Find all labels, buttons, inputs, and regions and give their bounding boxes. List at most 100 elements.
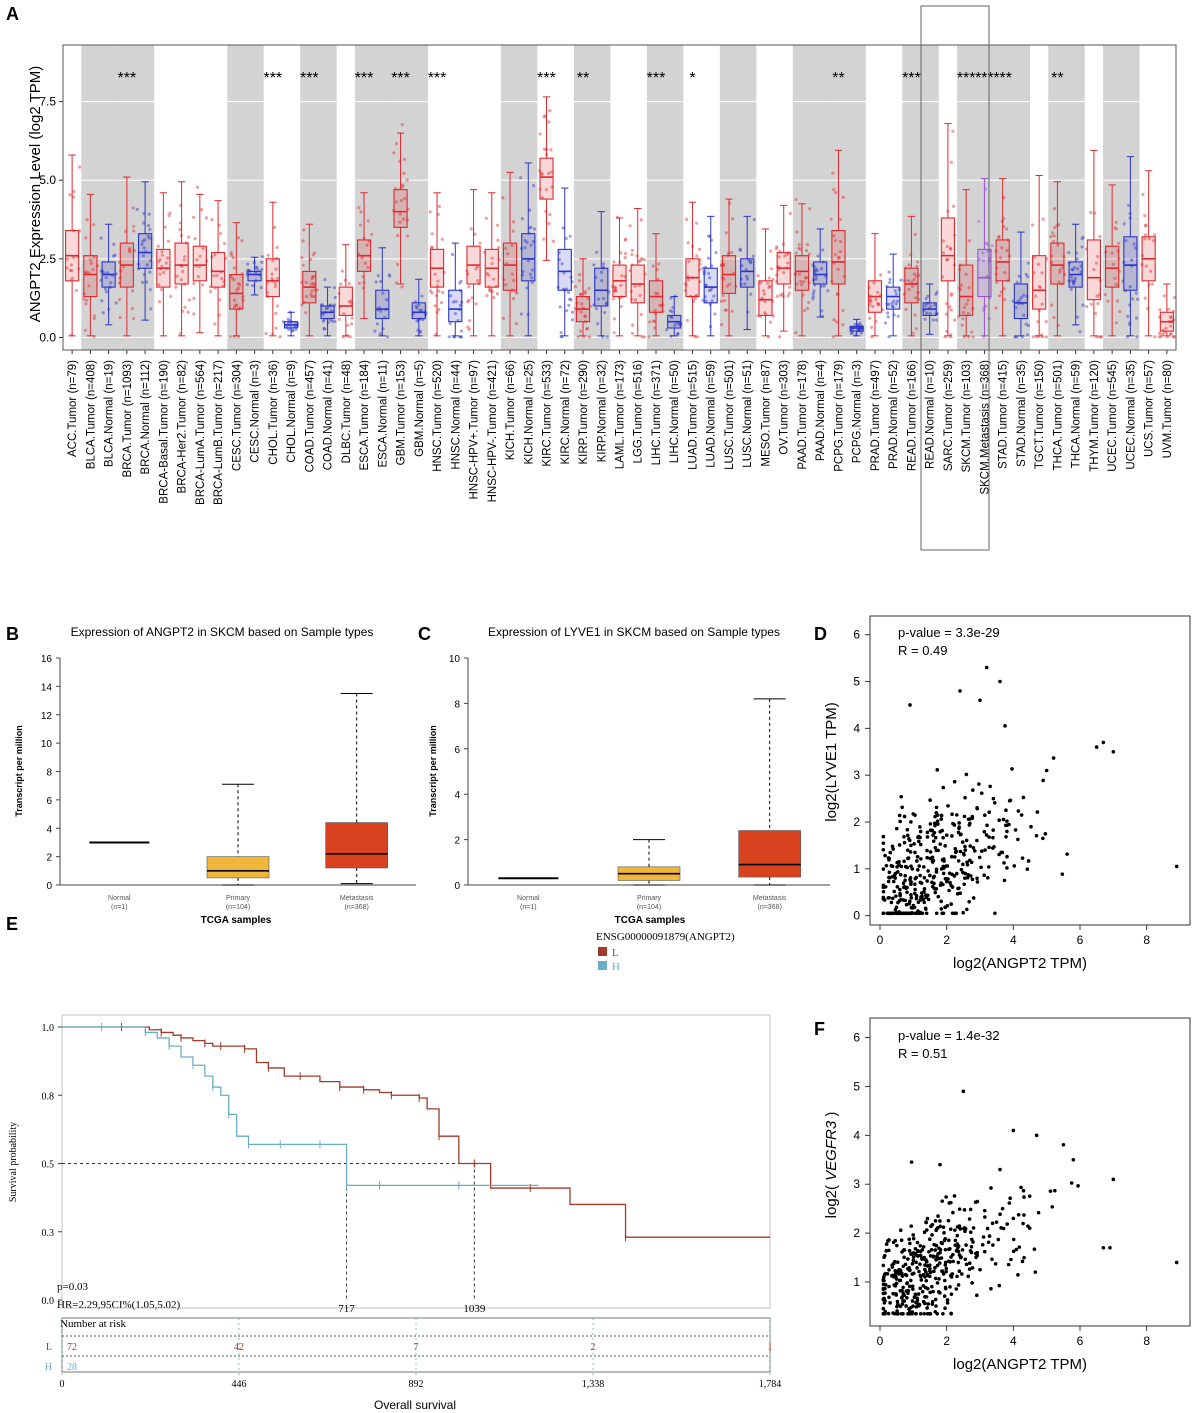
- panel-f-point: [890, 1263, 894, 1267]
- panel-a-point: [156, 260, 161, 264]
- panel-a-point: [766, 281, 770, 285]
- panel-d-point: [961, 910, 965, 915]
- panel-d-point: [1013, 828, 1018, 832]
- panel-a-point: [787, 291, 792, 295]
- panel-d-point: [890, 864, 895, 869]
- panel-e-legend-label-h: H: [612, 961, 620, 973]
- panel-a-point: [162, 270, 166, 275]
- panel-f-point: [890, 1273, 895, 1278]
- panel-e-hr: HR=2.29,95CI%(1.05,5.02): [57, 1299, 181, 1311]
- panel-f-point: [933, 1309, 938, 1314]
- panel-a-point: [378, 332, 382, 336]
- panel-a-point: [837, 255, 841, 260]
- panel-a-x-tick-label: COAD.Tumor (n=457): [304, 360, 316, 473]
- panel-a-point: [418, 329, 422, 333]
- panel-a-x-tick-label: MESO.Tumor (n=87): [760, 360, 772, 467]
- panel-d-point: [895, 885, 900, 889]
- panel-a-point: [437, 204, 441, 208]
- panel-a-x-tick-label: ESCA.Normal (n=11): [377, 360, 389, 468]
- panel-f-point: [937, 1261, 942, 1265]
- panel-a-point: [310, 294, 314, 299]
- panel-a-group-band: [227, 45, 264, 350]
- panel-a-point: [647, 335, 651, 339]
- panel-a-x-tick-label: GBM.Tumor (n=153): [396, 360, 408, 466]
- panel-f-point: [930, 1302, 935, 1306]
- panel-a-point: [474, 302, 478, 306]
- panel-a-point: [530, 280, 534, 285]
- panel-d-point: [970, 814, 975, 819]
- panel-a-point: [1106, 299, 1110, 303]
- panel-a-point: [405, 234, 410, 238]
- panel-b-category: [206, 783, 270, 886]
- panel-f-point: [1006, 1262, 1011, 1267]
- panel-f-point: [910, 1299, 915, 1303]
- panel-d-point: [889, 900, 894, 905]
- panel-a-point: [396, 233, 400, 238]
- panel-a-point: [287, 327, 291, 331]
- panel-a-point: [1031, 335, 1035, 339]
- panel-f-point: [997, 1283, 1002, 1288]
- panel-d-point: [952, 855, 957, 859]
- panel-a-point: [612, 317, 617, 321]
- panel-f-point: [962, 1208, 967, 1212]
- panel-f-point: [1036, 1210, 1041, 1215]
- panel-a-point: [797, 272, 802, 276]
- panel-letter-b: B: [6, 624, 19, 644]
- panel-a-point: [724, 231, 729, 235]
- panel-a-point: [570, 310, 575, 314]
- panel-a-point: [514, 321, 519, 326]
- panel-a-point: [999, 290, 1003, 294]
- panel-f-point: [901, 1299, 905, 1303]
- panel-a-point: [697, 247, 702, 251]
- panel-a-point: [967, 239, 972, 243]
- panel-a-point: [892, 299, 896, 303]
- panel-a-point: [132, 317, 136, 321]
- panel-a-point: [255, 265, 259, 269]
- panel-a-point: [511, 220, 516, 224]
- panel-a-point: [1111, 262, 1115, 266]
- panel-f-point: [886, 1239, 890, 1243]
- panel-a-point: [653, 319, 657, 324]
- panel-a-point: [433, 272, 437, 276]
- panel-d-point: [905, 827, 910, 832]
- panel-a-point: [1073, 276, 1077, 280]
- panel-f-point: [882, 1311, 887, 1316]
- panel-a-point: [104, 275, 108, 280]
- panel-a-point: [613, 289, 617, 293]
- panel-a-point: [785, 252, 789, 256]
- panel-f-point: [998, 1212, 1002, 1217]
- panel-f-point: [938, 1219, 942, 1223]
- panel-f-point: [930, 1284, 934, 1289]
- panel-f-point: [938, 1250, 942, 1255]
- panel-f-point: [1050, 1205, 1055, 1209]
- panel-d-point: [926, 897, 931, 902]
- panel-a-point: [576, 335, 580, 339]
- panel-a-point: [686, 278, 691, 282]
- panel-a-point: [1069, 275, 1074, 279]
- panel-a-point: [275, 276, 280, 281]
- panel-f-y-tick-label: 1: [853, 1275, 860, 1289]
- panel-d-x-tick-label: 4: [1010, 933, 1017, 947]
- panel-a-point: [935, 318, 939, 322]
- panel-f-point: [902, 1255, 906, 1260]
- panel-a-point: [388, 274, 392, 278]
- panel-a-point: [1169, 315, 1173, 319]
- panel-f-point: [907, 1307, 912, 1311]
- panel-a-point: [948, 247, 953, 251]
- panel-d-point: [945, 864, 950, 868]
- panel-d-point: [992, 800, 997, 805]
- panel-a-point: [832, 234, 836, 238]
- panel-d-y-tick-label: 4: [853, 721, 860, 735]
- panel-a-point: [141, 254, 145, 258]
- panel-a-category: [922, 283, 939, 335]
- panel-a-point: [312, 295, 316, 299]
- panel-a-point: [630, 331, 635, 336]
- panel-f-point: [913, 1311, 918, 1316]
- panel-d-point: [914, 896, 919, 901]
- panel-a-point: [743, 282, 747, 286]
- panel-f-point: [915, 1266, 919, 1270]
- panel-a-group-band: [719, 45, 757, 350]
- panel-f-point: [922, 1230, 927, 1234]
- panel-a-category: [411, 278, 428, 337]
- panel-a-point: [613, 286, 617, 290]
